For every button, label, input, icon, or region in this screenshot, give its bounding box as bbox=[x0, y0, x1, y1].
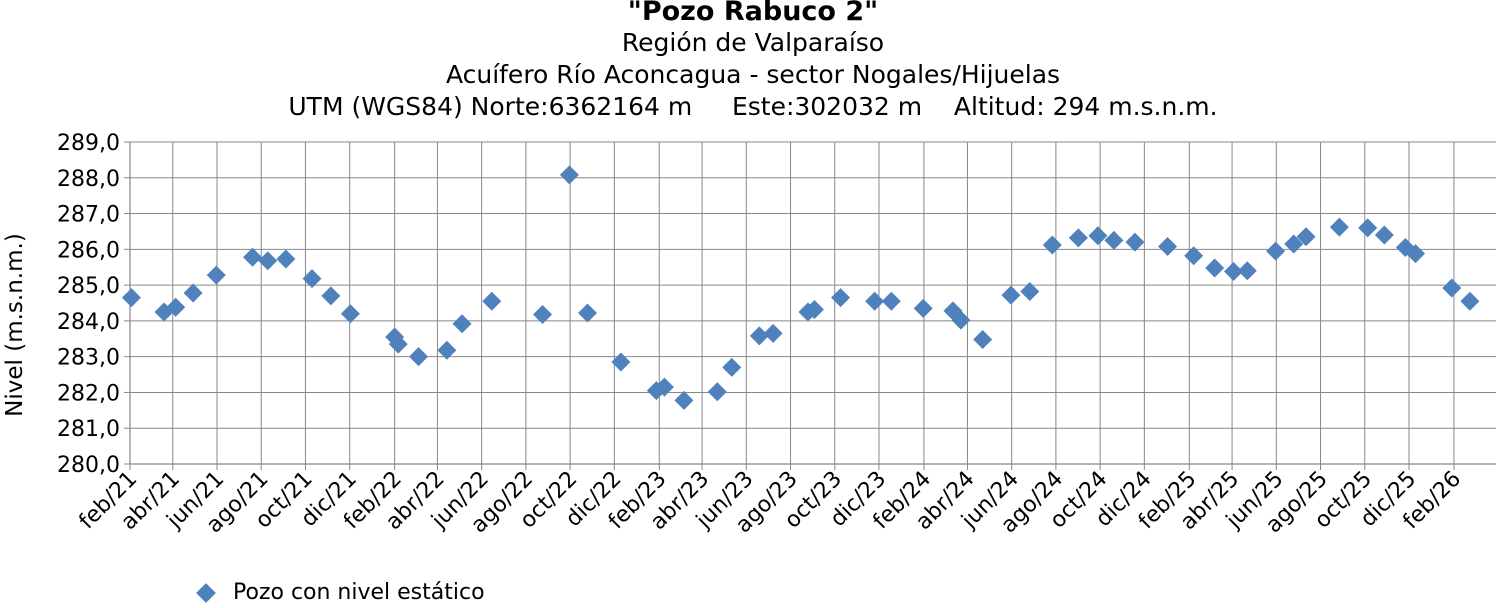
data-point bbox=[1284, 234, 1304, 254]
y-tick-labels: 280,0 281,0 282,0 283,0 284,0 285,0 286,0 287,0… bbox=[57, 131, 120, 478]
data-point bbox=[166, 297, 186, 317]
data-point bbox=[1042, 235, 1062, 255]
data-point bbox=[1184, 246, 1204, 266]
data-point bbox=[452, 314, 472, 334]
chart-subtitle-region: Región de Valparaíso bbox=[621, 28, 885, 57]
data-point bbox=[865, 291, 885, 311]
y-tick-label: 281,0 bbox=[57, 417, 120, 442]
data-point bbox=[183, 283, 203, 303]
data-point bbox=[206, 265, 226, 285]
data-point bbox=[831, 288, 851, 308]
y-tick-label: 283,0 bbox=[57, 346, 120, 371]
data-point bbox=[1358, 218, 1378, 238]
data-point bbox=[578, 303, 598, 323]
data-point bbox=[340, 304, 360, 324]
data-point bbox=[881, 291, 901, 311]
data-point bbox=[707, 382, 727, 402]
y-tick-label: 287,0 bbox=[57, 203, 120, 228]
chart-subtitle-coordinates: UTM (WGS84) Norte:6362164 m Este:302032 … bbox=[288, 92, 1218, 121]
y-tick-label: 285,0 bbox=[57, 274, 120, 299]
data-point bbox=[654, 377, 674, 397]
chart-subtitle-aquifer: Acuífero Río Aconcagua - sector Nogales/… bbox=[445, 60, 1061, 89]
chart-titles: "Pozo Rabuco 2" Región de Valparaíso Acu… bbox=[0, 0, 1506, 123]
data-point bbox=[533, 304, 553, 324]
y-axis-label: Nivel (m.s.n.m.) bbox=[2, 233, 28, 417]
data-point bbox=[559, 165, 579, 185]
data-point bbox=[1329, 217, 1349, 237]
y-tick-label: 280,0 bbox=[57, 453, 120, 478]
y-tick-label: 282,0 bbox=[57, 381, 120, 406]
data-point bbox=[482, 291, 502, 311]
data-point bbox=[1020, 282, 1040, 302]
data-point bbox=[1158, 236, 1178, 256]
data-point bbox=[1460, 291, 1480, 311]
data-point bbox=[749, 326, 769, 346]
y-tick-label: 288,0 bbox=[57, 167, 120, 192]
data-point bbox=[804, 299, 824, 319]
data-point bbox=[409, 347, 429, 367]
data-point bbox=[1374, 225, 1394, 245]
data-point bbox=[302, 269, 322, 289]
data-points bbox=[121, 165, 1480, 410]
data-point bbox=[674, 390, 694, 410]
legend-label: Pozo con nivel estático bbox=[233, 580, 485, 605]
data-point bbox=[1125, 232, 1145, 252]
data-point bbox=[437, 340, 457, 360]
data-point bbox=[121, 288, 141, 308]
data-point bbox=[1266, 241, 1286, 261]
data-point bbox=[258, 251, 278, 271]
data-point bbox=[388, 334, 408, 354]
data-point bbox=[1104, 230, 1124, 250]
data-point bbox=[1224, 262, 1244, 282]
data-point bbox=[763, 323, 783, 343]
data-point bbox=[1406, 244, 1426, 264]
data-point bbox=[611, 352, 631, 372]
data-point bbox=[321, 286, 341, 306]
chart-title: "Pozo Rabuco 2" bbox=[627, 0, 879, 27]
data-point bbox=[1237, 261, 1257, 281]
data-point bbox=[1205, 258, 1225, 278]
data-point bbox=[913, 298, 933, 318]
data-point bbox=[1442, 278, 1462, 298]
x-tick-labels: feb/21abr/21jun/21ago/21oct/21dic/21feb/… bbox=[75, 467, 1467, 539]
y-tick-label: 286,0 bbox=[57, 238, 120, 263]
data-point bbox=[1068, 228, 1088, 248]
y-tick-label: 289,0 bbox=[57, 131, 120, 156]
data-point bbox=[1296, 227, 1316, 247]
data-point bbox=[951, 310, 971, 330]
data-point bbox=[1088, 226, 1108, 246]
data-point bbox=[1001, 285, 1021, 305]
data-point bbox=[276, 249, 296, 269]
data-point bbox=[722, 357, 742, 377]
data-point bbox=[243, 247, 263, 267]
data-point bbox=[973, 329, 993, 349]
y-tick-label: 284,0 bbox=[57, 310, 120, 335]
